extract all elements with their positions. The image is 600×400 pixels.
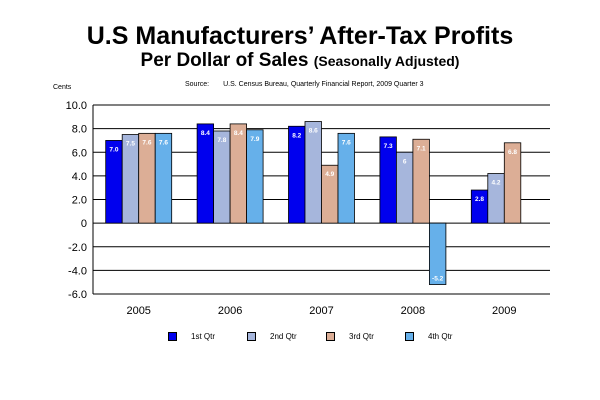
legend-item: 3rd Qtr: [326, 330, 374, 342]
x-tick-label: 2008: [401, 305, 425, 317]
bar: [196, 123, 215, 224]
chart-title: U.S Manufacturers’ After-Tax Profits: [86, 22, 514, 50]
bar-data-label: 8.6: [309, 128, 318, 135]
legend-swatch: [168, 331, 177, 341]
bar: [470, 189, 489, 224]
x-tick-label: 2009: [492, 305, 516, 317]
bar-data-label: 7.5: [126, 141, 135, 148]
subtitle-paren: (Seasonally Adjusted): [313, 53, 460, 69]
source-label: Source:: [185, 81, 210, 88]
y-tick-label: 0: [81, 218, 87, 230]
bar-data-label: -5.2: [432, 276, 444, 283]
legend-item: 4th Qtr: [405, 330, 452, 342]
bar: [121, 134, 140, 224]
bar: [213, 130, 231, 224]
bar-data-label: 4.9: [325, 171, 334, 178]
y-tick-label: 6.0: [72, 147, 87, 159]
axes: 10.0 8.0 6.0 4.0 2.0 0 -2.0 -4.0 -6.0 2005 2006 200…: [66, 100, 550, 317]
source-text: U.S. Census Bureau, Quarterly Financial …: [223, 81, 424, 88]
bar: [503, 142, 522, 224]
legend-swatch: [405, 331, 414, 341]
bar: [412, 138, 430, 224]
x-tick-label: 2007: [309, 305, 333, 317]
bar: [337, 132, 355, 224]
legend-label: 3rd Qtr: [349, 331, 374, 341]
bar-data-label: 8.4: [201, 130, 210, 137]
y-tick-label: 8.0: [72, 124, 87, 136]
legend-label: 2nd Qtr: [270, 331, 297, 341]
chart-subtitle: Per Dollar of Sales (Seasonally Adjusted…: [0, 50, 600, 72]
y-tick-label: 10.0: [66, 100, 87, 112]
bar-data-label: 6: [403, 158, 407, 165]
bar-data-label: 7.6: [142, 139, 151, 146]
legend-item: 2nd Qtr: [247, 330, 297, 342]
bar-data-label: 7.6: [159, 139, 168, 146]
bar: [428, 222, 447, 285]
bar-data-label: 8.4: [234, 130, 243, 137]
bar: [304, 121, 322, 224]
bar-data-label: 7.1: [417, 145, 426, 152]
bar-data-label: 7.0: [109, 146, 118, 153]
bar-data-label: 7.6: [342, 139, 351, 146]
bar: [154, 132, 173, 224]
y-tick-label: 4.0: [72, 171, 87, 183]
bar: [138, 132, 156, 224]
legend-label: 4th Qtr: [428, 331, 453, 341]
bar-data-label: 2.8: [475, 196, 484, 203]
bar: [246, 129, 264, 224]
bar-data-label: 4.2: [492, 180, 501, 187]
legend-item: 1st Qtr: [168, 330, 215, 342]
subtitle-main: Per Dollar of Sales: [140, 50, 309, 71]
legend-swatch: [247, 331, 256, 341]
bar-data-label: 8.2: [292, 132, 301, 139]
bar-data-label: 7.9: [250, 136, 259, 143]
y-tick-label: -6.0: [68, 289, 87, 301]
bars: 7.0 7.5 7.6 7.6 8.4 7.8 8.4 7.9 8.2 8.6 4.9 7.6 7.3 6…: [105, 121, 522, 285]
y-tick-label: -2.0: [68, 242, 87, 254]
bar-data-label: 7.8: [217, 137, 226, 144]
y-tick-label: -4.0: [68, 265, 87, 277]
y-tick-label: 2.0: [72, 195, 87, 207]
bar-data-label: 6.8: [508, 149, 517, 156]
x-tick-label: 2006: [218, 305, 242, 317]
bar-data-label: 7.3: [384, 143, 393, 150]
bar: [288, 125, 306, 224]
bar: [229, 123, 248, 224]
legend-swatch: [326, 331, 335, 341]
source-note: Source: U.S. Census Bureau, Quarterly Fin…: [185, 81, 424, 88]
legend-label: 1st Qtr: [191, 331, 216, 341]
y-axis-units-label: Cents: [53, 84, 72, 91]
x-tick-label: 2005: [126, 305, 150, 317]
